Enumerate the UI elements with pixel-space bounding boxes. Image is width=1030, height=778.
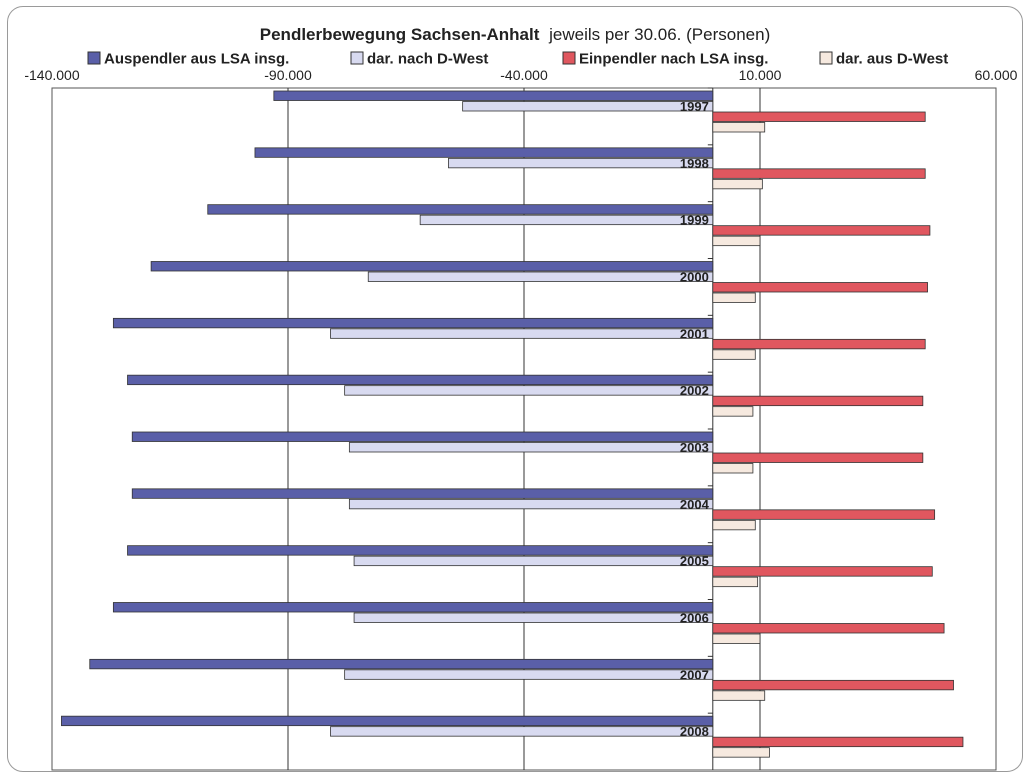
chart-title-bold: Pendlerbewegung Sachsen-Anhalt: [260, 25, 540, 44]
bar-2007-series-1: [89, 658, 714, 670]
category-label: 2006: [680, 611, 709, 626]
bar-2000-series-3: [712, 282, 928, 293]
legend-entry: dar. nach D-West: [367, 51, 488, 68]
bar-2005-series-4: [712, 576, 759, 588]
bar-1997-series-4: [712, 122, 766, 133]
bar-2001-series-3: [712, 338, 926, 350]
category-labels: 1997 1998 1999 2000 2001 2002 2003 2004 2005 2006…: [680, 99, 710, 739]
category-label: 2003: [680, 440, 709, 455]
chart-title-rest: jeweils per 30.06. (Personen): [548, 25, 770, 44]
x-tick-label: -140.000: [24, 67, 79, 83]
bar-1997-series-3: [712, 111, 926, 122]
legend-entry: Auspendler aus LSA insg.: [104, 51, 289, 68]
bar-2004-series-2: [348, 498, 714, 510]
bar-2006-series-3: [712, 623, 945, 634]
legend-entry: Einpendler nach LSA insg.: [579, 51, 768, 68]
bar-2002-series-3: [712, 395, 924, 407]
chart-title: Pendlerbewegung Sachsen-Anhalt jeweils p…: [260, 25, 770, 44]
bar-2003-series-1: [131, 431, 714, 442]
bar-1997-series-1: [273, 90, 714, 101]
bar-2003-series-4: [712, 463, 754, 474]
category-label: 1999: [680, 213, 709, 228]
bar-2004-series-3: [712, 509, 936, 520]
bar-2000-series-4: [712, 292, 756, 303]
category-label: 2008: [680, 724, 709, 739]
category-label: 2000: [680, 270, 709, 285]
gridlines: [287, 87, 761, 770]
bar-2003-series-3: [712, 452, 924, 463]
bar-2005-series-3: [712, 566, 933, 577]
bar-2008-series-1: [61, 715, 714, 727]
x-tick-label: 10.000: [739, 67, 782, 83]
bar-1999-series-1: [207, 204, 714, 215]
x-tick-label: -40.000: [500, 67, 548, 83]
legend-swatch: [350, 51, 364, 65]
bar-2008-series-3: [712, 736, 964, 748]
bar-2007-series-2: [344, 669, 714, 680]
bar-2001-series-2: [330, 328, 714, 339]
bar-2007-series-3: [712, 679, 954, 691]
category-label: 2007: [680, 667, 709, 682]
category-label: 1997: [680, 99, 709, 114]
bar-2000-series-1: [150, 261, 714, 272]
x-tick-label: 60.000: [975, 67, 1018, 83]
bar-2002-series-2: [344, 385, 714, 396]
bars: [61, 90, 964, 758]
bar-2008-series-4: [712, 747, 770, 758]
category-label: 2004: [680, 497, 710, 512]
bar-2005-series-2: [353, 555, 714, 567]
legend-swatch: [562, 51, 576, 65]
bar-2003-series-2: [348, 442, 714, 453]
bar-1999-series-3: [712, 225, 931, 236]
category-label: 2005: [680, 554, 709, 569]
bar-1999-series-4: [712, 235, 761, 247]
bar-1998-series-1: [254, 147, 714, 158]
bar-2008-series-2: [330, 726, 714, 737]
bar-1999-series-2: [419, 214, 714, 226]
bar-1998-series-3: [712, 168, 926, 179]
bar-2005-series-1: [127, 545, 714, 556]
bar-2006-series-2: [353, 612, 714, 623]
bar-1998-series-2: [448, 157, 714, 169]
bar-2002-series-4: [712, 406, 754, 417]
bar-2001-series-4: [712, 349, 756, 360]
bar-2004-series-1: [131, 488, 714, 499]
legend-entry: dar. aus D-West: [836, 51, 948, 68]
bar-2007-series-4: [712, 690, 766, 701]
legend: Auspendler aus LSA insg. dar. nach D-West…: [87, 51, 948, 68]
x-axis-ticks: -140.000 -90.000 -40.000 10.000 60.000: [24, 67, 1017, 83]
bar-2006-series-4: [712, 633, 761, 644]
bar-2004-series-4: [712, 519, 756, 531]
legend-swatch: [87, 51, 101, 65]
legend-swatch: [819, 51, 833, 65]
category-label: 2002: [680, 383, 709, 398]
bar-1997-series-2: [462, 101, 714, 112]
bar-2006-series-1: [112, 602, 714, 613]
category-label: 2001: [680, 326, 709, 341]
category-label: 1998: [680, 156, 709, 171]
x-tick-label: -90.000: [264, 67, 312, 83]
bar-2000-series-2: [367, 271, 714, 282]
bar-2002-series-1: [127, 374, 714, 386]
bar-2001-series-1: [112, 317, 714, 329]
bar-1998-series-4: [712, 178, 763, 190]
